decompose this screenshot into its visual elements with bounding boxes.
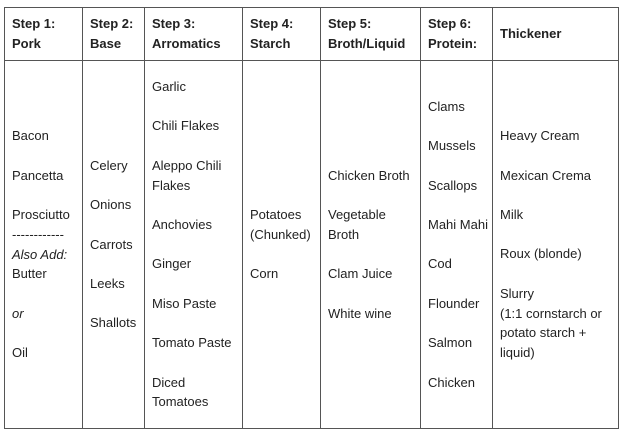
- header-step2: Step 2: Base: [82, 7, 145, 61]
- list-item: Cod: [428, 256, 452, 272]
- list-item: Potatoes (Chunked): [250, 207, 311, 242]
- starch-cell: Potatoes (Chunked) Corn: [242, 60, 321, 429]
- pork-cell: Bacon Pancetta Prosciutto ------------ A…: [4, 60, 83, 429]
- or-label: or: [12, 304, 78, 324]
- list-item: Celery: [90, 157, 128, 173]
- list-item: Aleppo Chili Flakes: [152, 157, 222, 193]
- list-item: Pancetta: [12, 167, 64, 183]
- header-text: Step 1:: [12, 16, 56, 32]
- aromatics-cell: Garlic Chili Flakes Aleppo Chili Flakes Anc…: [144, 60, 243, 429]
- soup-ingredients-table: Step 1: Pork Step 2: Base Step 3: Arromatic…: [4, 7, 619, 429]
- header-step1: Step 1: Pork: [4, 7, 83, 61]
- thickener-cell: Heavy Cream Mexican Crema Milk Roux (blo…: [492, 60, 619, 429]
- divider: ------------: [12, 226, 64, 242]
- list-item: Corn: [250, 266, 279, 282]
- list-item: White wine: [328, 305, 392, 321]
- or-text: or: [12, 305, 24, 321]
- list-item: Mussels: [428, 138, 476, 154]
- list-item: Milk: [500, 207, 524, 223]
- header-text: Arromatics: [152, 36, 221, 51]
- list-item: Oil: [12, 344, 28, 360]
- list-item: Miso Paste: [152, 295, 217, 311]
- header-step5: Step 5: Broth/Liquid: [320, 7, 421, 61]
- header-text: Step 2:: [90, 16, 134, 32]
- protein-cell: Clams Mussels Scallops Mahi Mahi Cod Flounder…: [420, 60, 493, 429]
- list-item: Roux (blonde): [500, 246, 582, 262]
- header-text: Protein:: [428, 36, 478, 51]
- header-text: Starch: [250, 36, 291, 51]
- list-item: Scallops: [428, 177, 478, 193]
- list-item: Flounder: [428, 295, 480, 311]
- list-item: Clam Juice: [328, 266, 393, 282]
- header-text: Step 6:: [428, 16, 472, 32]
- list-item: Garlic: [152, 79, 186, 95]
- list-item: Chili Flakes: [152, 118, 220, 134]
- list-item: Onions: [90, 197, 132, 213]
- list-item: Heavy Cream: [500, 128, 580, 144]
- header-thickener: Thickener: [492, 7, 619, 61]
- header-text: Base: [90, 36, 122, 51]
- header-text: Step 3:: [152, 16, 196, 32]
- list-item: Leeks: [90, 276, 125, 292]
- header-text: Broth/Liquid: [328, 36, 406, 51]
- also-add-label: Also Add:: [12, 245, 78, 265]
- broth-cell: Chicken Broth Vegetable Broth Clam Juice Wh…: [320, 60, 421, 429]
- header-step6: Step 6: Protein:: [420, 7, 493, 61]
- list-item: Anchovies: [152, 216, 212, 232]
- header-step4: Step 4: Starch: [242, 7, 321, 61]
- also-add-text: Also Add:: [12, 246, 68, 262]
- list-item: Mexican Crema: [500, 167, 592, 183]
- header-text: Pork: [12, 36, 41, 51]
- header-step3: Step 3: Arromatics: [144, 7, 243, 61]
- list-item: Diced Tomatoes: [152, 374, 209, 410]
- slurry-note: (1:1 cornstarch or potato starch + liqui…: [500, 305, 602, 360]
- list-item: Salmon: [428, 335, 473, 351]
- list-item: Ginger: [152, 256, 192, 272]
- list-item: Carrots: [90, 236, 133, 252]
- list-item: Bacon: [12, 128, 49, 144]
- header-row: Step 1: Pork Step 2: Base Step 3: Arromatic…: [4, 7, 619, 61]
- list-item: Chicken Broth: [328, 167, 410, 183]
- base-cell: Celery Onions Carrots Leeks Shallots: [82, 60, 145, 429]
- list-item: Shallots: [90, 315, 137, 331]
- header-text: Step 5:: [328, 16, 372, 32]
- list-item: Mahi Mahi: [428, 216, 488, 232]
- list-item: Chicken: [428, 374, 475, 390]
- header-text: Step 4:: [250, 16, 294, 32]
- list-item: Butter: [12, 266, 47, 282]
- list-item: Vegetable Broth: [328, 207, 386, 242]
- content-row: Bacon Pancetta Prosciutto ------------ A…: [4, 60, 619, 429]
- list-item: Clams: [428, 98, 465, 114]
- list-item: Slurry: [500, 285, 534, 301]
- list-item: Prosciutto: [12, 207, 70, 223]
- list-item: Tomato Paste: [152, 335, 232, 351]
- header-text: Thickener: [500, 26, 562, 42]
